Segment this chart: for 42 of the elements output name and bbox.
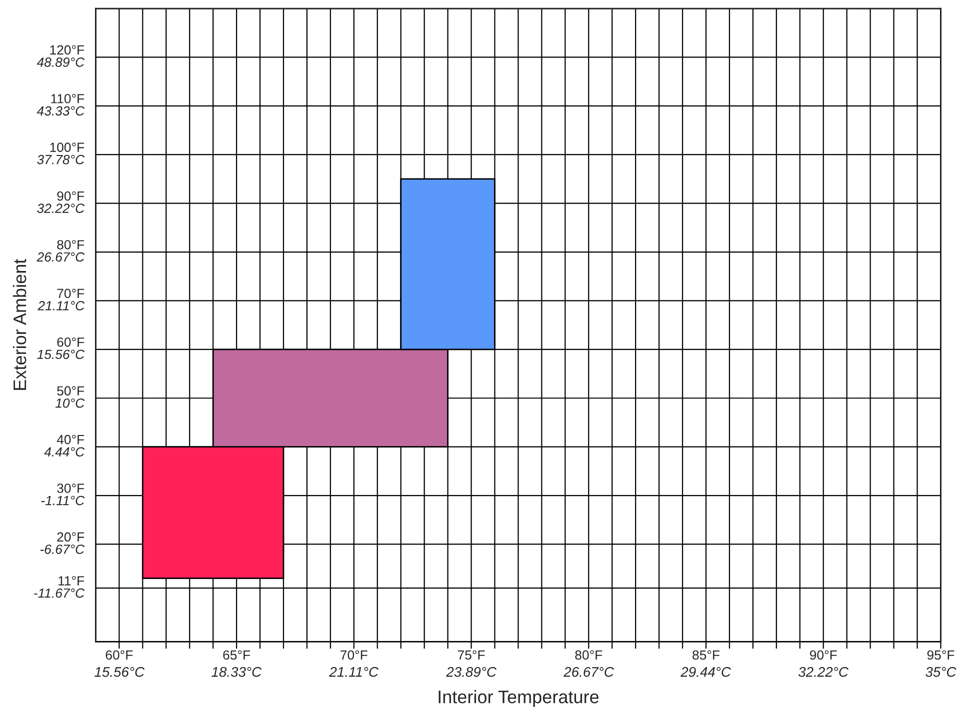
y-axis-title: Exterior Ambient: [12, 258, 26, 390]
y2-tick-label: 50°F: [57, 386, 84, 396]
x-tick-label: 60°F: [106, 650, 133, 660]
x-tick-label: 65°F: [223, 650, 250, 660]
y2-tick-label: 80°F: [57, 240, 84, 250]
y-tick-label: 32.22°C: [37, 204, 85, 213]
y-tick-label: -11.67°C: [34, 588, 85, 598]
y2-tick-label: 110°F: [51, 94, 84, 104]
y2-tick-label: 11°F: [58, 576, 84, 586]
x-tick-label: 70°F: [340, 650, 368, 660]
y-tick-label: 15.56°C: [37, 350, 85, 360]
y2-tick-label: 40°F: [56, 434, 84, 444]
x2-tick-label: 29.44°C: [680, 667, 732, 677]
y-tick-label: 10°C: [55, 398, 85, 408]
y2-tick-label: 90°F: [57, 191, 84, 201]
y2-tick-label: 20°F: [57, 532, 84, 542]
y2-tick-label: 120°F: [50, 45, 84, 55]
y-tick-label: 43.33°C: [36, 106, 85, 116]
x2-tick-label: 15.56°C: [94, 667, 145, 677]
y-tick-label: 21.11°C: [38, 301, 85, 310]
x2-tick-label: 21.11°C: [329, 667, 379, 677]
y-tick-label: 26.67°C: [36, 252, 85, 262]
x-axis-title: Interior Temperature: [438, 690, 599, 707]
y-tick-label: 4.44°C: [44, 447, 85, 457]
x-tick-label: 75°F: [458, 650, 485, 660]
x2-tick-label: 32.22°C: [798, 667, 849, 677]
x-tick-label: 90°F: [810, 650, 837, 660]
x2-tick-label: 18.33°C: [212, 667, 262, 677]
x-tick-label: 95°F: [927, 650, 954, 660]
x2-tick-label: 26.67°C: [564, 667, 614, 677]
y2-tick-label: 70°F: [57, 288, 84, 298]
x2-tick-label: 35°C: [926, 667, 956, 677]
y-tick-label: -6.67°C: [40, 544, 85, 554]
y-tick-label: -1.11°C: [41, 496, 85, 506]
y-tick-label: 37.78°C: [37, 154, 85, 164]
x-tick-label: 85°F: [692, 650, 720, 660]
x-tick-label: 80°F: [575, 650, 602, 660]
x2-tick-label: 23.89°C: [446, 667, 497, 677]
y2-tick-label: 30°F: [57, 484, 84, 493]
y-tick-label: 48.89°C: [36, 58, 85, 67]
y2-tick-label: 100°F: [50, 142, 84, 152]
y2-tick-label: 60°F: [57, 337, 84, 347]
